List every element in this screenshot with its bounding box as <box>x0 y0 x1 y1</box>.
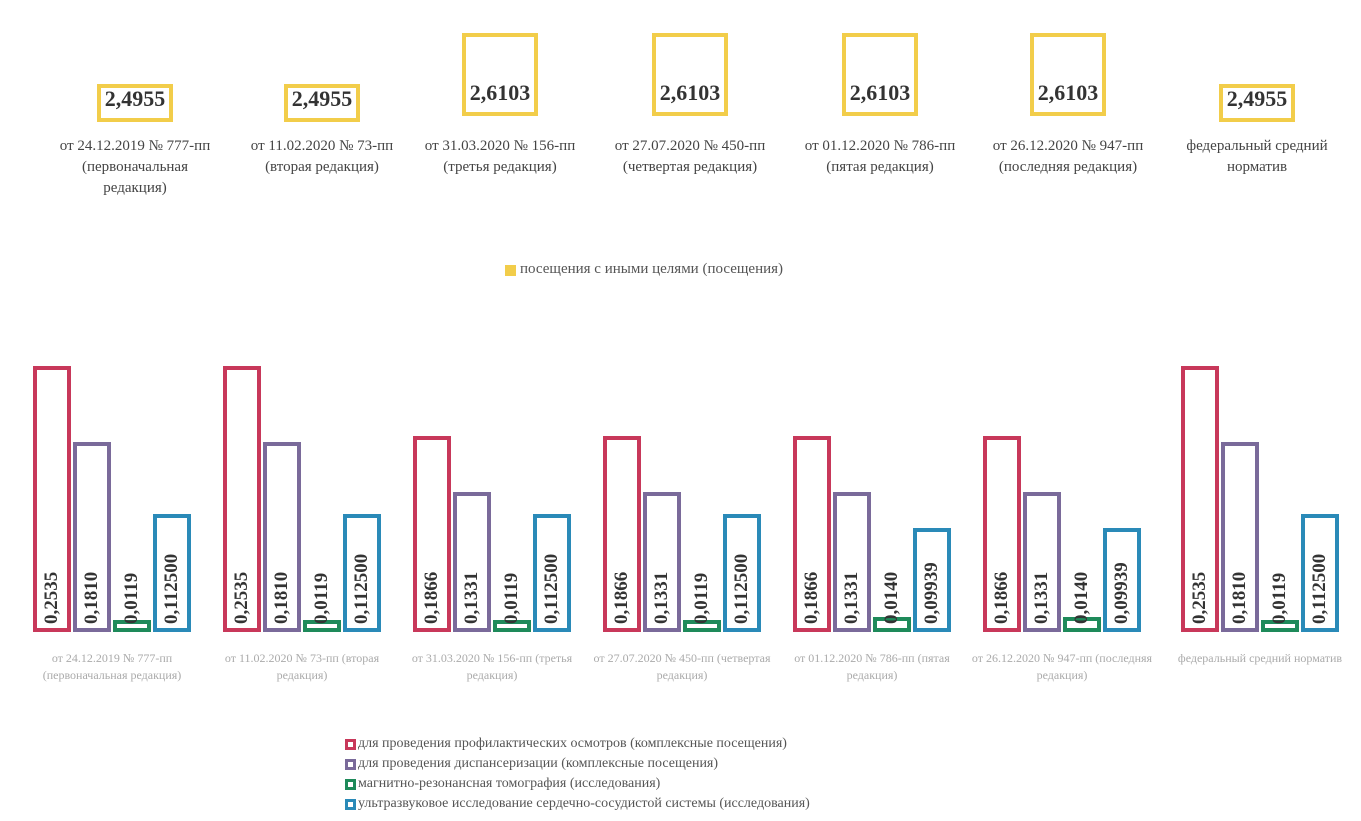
bar <box>1221 441 1259 632</box>
bar <box>1030 33 1106 116</box>
bar <box>462 33 538 116</box>
value-label: 0,112500 <box>731 553 752 624</box>
value-label: 2,6103 <box>1037 80 1099 105</box>
bar <box>1103 527 1141 632</box>
bar <box>73 441 111 632</box>
legend-label: магнитно-резонансная томография (исследо… <box>358 776 661 791</box>
value-label: 0,1866 <box>801 571 822 624</box>
bar <box>1261 619 1299 632</box>
value-label: 2,6103 <box>469 80 531 105</box>
legend-label: посещения с иными целями (посещения) <box>520 261 784 277</box>
bar <box>833 492 871 632</box>
value-label: 0,112500 <box>541 553 562 624</box>
x-tick-label: от 01.12.2020 № 786-пп (пятая редакция) <box>804 138 956 175</box>
bar <box>1063 617 1101 632</box>
value-label: 0,1810 <box>1229 571 1250 624</box>
legend-swatch <box>505 265 516 276</box>
x-tick-label: от 24.12.2019 № 777-пп (первоначальная р… <box>42 651 182 682</box>
value-label: 0,0119 <box>1269 572 1290 624</box>
bar <box>153 513 191 632</box>
legend-swatch <box>345 739 356 750</box>
value-label: 0,1331 <box>651 571 672 624</box>
x-tick-label: от 24.12.2019 № 777-пп (первоначальная р… <box>59 138 211 196</box>
x-tick-label: от 26.12.2020 № 947-пп (последняя редакц… <box>971 651 1153 682</box>
value-label: 0,112500 <box>161 553 182 624</box>
value-label: 0,0140 <box>1071 571 1092 624</box>
legend-label: для проведения диспансеризации (комплекс… <box>358 756 719 771</box>
bar <box>913 527 951 632</box>
value-label: 0,112500 <box>1309 553 1330 624</box>
bar <box>343 513 381 632</box>
x-tick-label: от 11.02.2020 № 73-пп (вторая редакция) <box>250 138 394 175</box>
value-label: 0,1866 <box>991 571 1012 624</box>
legend-swatch <box>345 779 356 790</box>
bar <box>533 513 571 632</box>
value-label: 2,6103 <box>659 80 721 105</box>
legend-swatch <box>345 799 356 810</box>
value-label: 0,1866 <box>611 571 632 624</box>
bar <box>1181 365 1219 632</box>
value-label: 0,0119 <box>311 572 332 624</box>
value-label: 0,1866 <box>421 571 442 624</box>
legend-swatch <box>345 759 356 770</box>
value-label: 0,0119 <box>121 572 142 624</box>
bar <box>113 619 151 632</box>
x-tick-label: от 27.07.2020 № 450-пп (четвертая редакц… <box>614 138 766 175</box>
bar <box>873 617 911 632</box>
value-label: 2,6103 <box>849 80 911 105</box>
bar <box>793 436 831 632</box>
bar <box>284 84 360 122</box>
value-label: 0,1810 <box>81 571 102 624</box>
x-tick-label: от 26.12.2020 № 947-пп (последняя редакц… <box>992 138 1144 175</box>
bar <box>723 513 761 632</box>
legend-label: ультразвуковое исследование сердечно-сос… <box>358 796 810 811</box>
bar <box>603 436 641 632</box>
value-label: 2,4955 <box>1226 86 1288 111</box>
bar <box>493 619 531 632</box>
value-label: 0,1331 <box>1031 571 1052 624</box>
value-label: 0,2535 <box>231 571 252 624</box>
legend-label: для проведения профилактических осмотров… <box>358 736 787 751</box>
bar <box>652 33 728 116</box>
bar <box>97 84 173 122</box>
value-label: 0,1810 <box>271 571 292 624</box>
value-label: 2,4955 <box>104 86 166 111</box>
x-tick-label: федеральный средний норматив <box>1177 651 1343 665</box>
value-label: 0,0140 <box>881 571 902 624</box>
bar <box>983 436 1021 632</box>
x-tick-label: от 01.12.2020 № 786-пп (пятая редакция) <box>794 651 950 682</box>
x-tick-label: от 31.03.2020 № 156-пп (третья редакция) <box>411 651 573 682</box>
bar <box>1219 84 1295 122</box>
x-tick-label: от 27.07.2020 № 450-пп (четвертая редакц… <box>593 651 771 682</box>
value-label: 0,112500 <box>351 553 372 624</box>
bar <box>303 619 341 632</box>
value-label: 0,09939 <box>1111 562 1132 624</box>
bar <box>263 441 301 632</box>
x-tick-label: федеральный средний норматив <box>1186 138 1328 175</box>
value-label: 0,1331 <box>461 571 482 624</box>
value-label: 0,2535 <box>1189 571 1210 624</box>
bar <box>1301 513 1339 632</box>
bar <box>33 365 71 632</box>
bar <box>842 33 918 116</box>
x-tick-label: от 11.02.2020 № 73-пп (вторая редакция) <box>224 651 380 682</box>
bar <box>683 619 721 632</box>
bar <box>1023 492 1061 632</box>
value-label: 0,1331 <box>841 571 862 624</box>
value-label: 2,4955 <box>291 86 353 111</box>
bar <box>643 492 681 632</box>
value-label: 0,09939 <box>921 562 942 624</box>
x-tick-label: от 31.03.2020 № 156-пп (третья редакция) <box>424 138 576 175</box>
value-label: 0,0119 <box>501 572 522 624</box>
bar <box>453 492 491 632</box>
bar <box>223 365 261 632</box>
value-label: 0,0119 <box>691 572 712 624</box>
value-label: 0,2535 <box>41 571 62 624</box>
bar <box>413 436 451 632</box>
